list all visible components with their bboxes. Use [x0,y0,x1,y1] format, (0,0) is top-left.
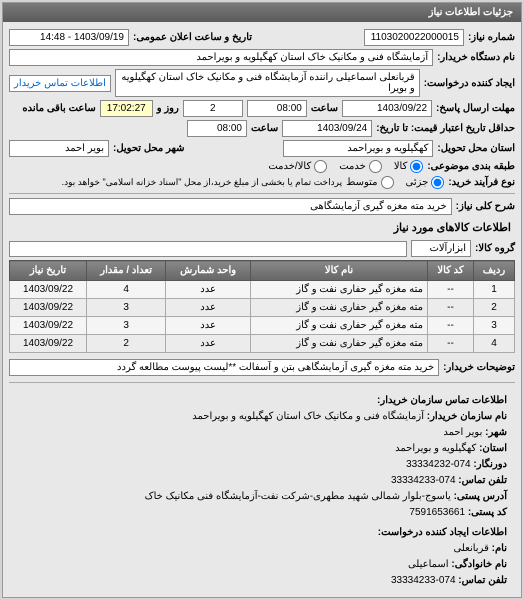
goods-table: ردیف کد کالا نام کالا واحد شمارش تعداد /… [9,260,515,353]
goods-group-value: ابزارآلات [411,240,471,257]
province-value: کهگیلویه و بویراحمد [283,140,433,157]
buyer-org-label: نام دستگاه خریدار: [437,52,515,63]
time-label-1: ساعت [311,103,338,114]
deadline-label: مهلت ارسال پاسخ: [436,103,515,114]
remaining-label: ساعت باقی مانده [22,103,95,114]
buyer-org-value: آزمایشگاه فنی و مکانیک خاک استان کهگیلوی… [9,49,433,66]
province-label: استان محل تحویل: [437,143,515,154]
table-row: 1--مته مغزه گیر حفاری نفت و گازعدد41403/… [10,281,515,299]
th-row: ردیف [474,261,515,281]
announce-value: 1403/09/19 - 14:48 [9,29,129,46]
process-radio-group: جزئی متوسط [346,176,444,189]
summary-value: خرید مته مغزه گیری آزمایشگاهی [9,198,452,215]
process-label: نوع فرآیند خرید: [448,177,515,188]
day-label: روز و [157,103,179,114]
th-unit: واحد شمارش [166,261,251,281]
contact-header: اطلاعات تماس سازمان خریدار: [377,395,507,406]
process-note: پرداخت تمام یا بخشی از مبلغ خرید،از محل … [62,177,342,188]
radio-goods[interactable]: کالا [394,160,424,173]
panel-header: جزئیات اطلاعات نیاز [3,3,521,22]
deadline-date: 1403/09/22 [342,100,432,117]
radio-small[interactable]: جزئی [406,176,445,189]
city-label: شهر محل تحویل: [113,143,185,154]
buyer-desc-label: توضیحات خریدار: [443,362,515,373]
city-value: بویر احمد [9,140,109,157]
th-qty: تعداد / مقدار [87,261,166,281]
th-code: کد کالا [428,261,474,281]
radio-service[interactable]: خدمت [339,160,382,173]
remaining-time: 17:02:27 [100,100,153,117]
radio-medium[interactable]: متوسط [346,176,393,189]
contact-info-block: اطلاعات تماس سازمان خریدار: نام سازمان خ… [9,389,515,593]
table-row: 3--مته مغزه گیر حفاری نفت و گازعدد31403/… [10,317,515,335]
time-label-2: ساعت [251,123,278,134]
buyer-desc-value: خرید مته مغزه گیری آزمایشگاهی بتن و آسفا… [9,359,439,376]
creator-label: ایجاد کننده درخواست: [424,78,515,89]
goods-group-extra [9,241,407,257]
details-panel: جزئیات اطلاعات نیاز شماره نیاز: 11030200… [2,2,522,598]
validity-date: 1403/09/24 [282,120,372,137]
summary-label: شرح کلی نیاز: [456,201,515,212]
category-radio-group: کالا خدمت کالا/خدمت [268,160,423,173]
table-row: 2--مته مغزه گیر حفاری نفت و گازعدد31403/… [10,299,515,317]
table-row: 4--مته مغزه گیر حفاری نفت و گازعدد21403/… [10,335,515,353]
days-value: 2 [183,100,243,117]
requester-header: اطلاعات ایجاد کننده درخواست: [378,527,507,538]
category-label: طبقه بندی موضوعی: [427,161,515,172]
need-number-value: 1103020022000015 [364,29,464,46]
deadline-time: 08:00 [247,100,307,117]
need-number-label: شماره نیاز: [468,32,515,43]
th-name: نام کالا [251,261,428,281]
creator-value: قربانعلی اسماعیلی راننده آزمایشگاه فنی و… [115,69,420,97]
contact-link[interactable]: اطلاعات تماس خریدار [9,75,111,92]
panel-body: شماره نیاز: 1103020022000015 تاریخ و ساع… [3,22,521,597]
radio-goods-service[interactable]: کالا/خدمت [268,160,327,173]
validity-time: 08:00 [187,120,247,137]
announce-label: تاریخ و ساعت اعلان عمومی: [133,32,252,43]
goods-section-title: اطلاعات کالاهای مورد نیاز [13,221,511,234]
validity-label: حداقل تاریخ اعتبار قیمت: تا تاریخ: [376,123,515,134]
th-date: تاریخ نیاز [10,261,87,281]
goods-group-label: گروه کالا: [475,243,515,254]
